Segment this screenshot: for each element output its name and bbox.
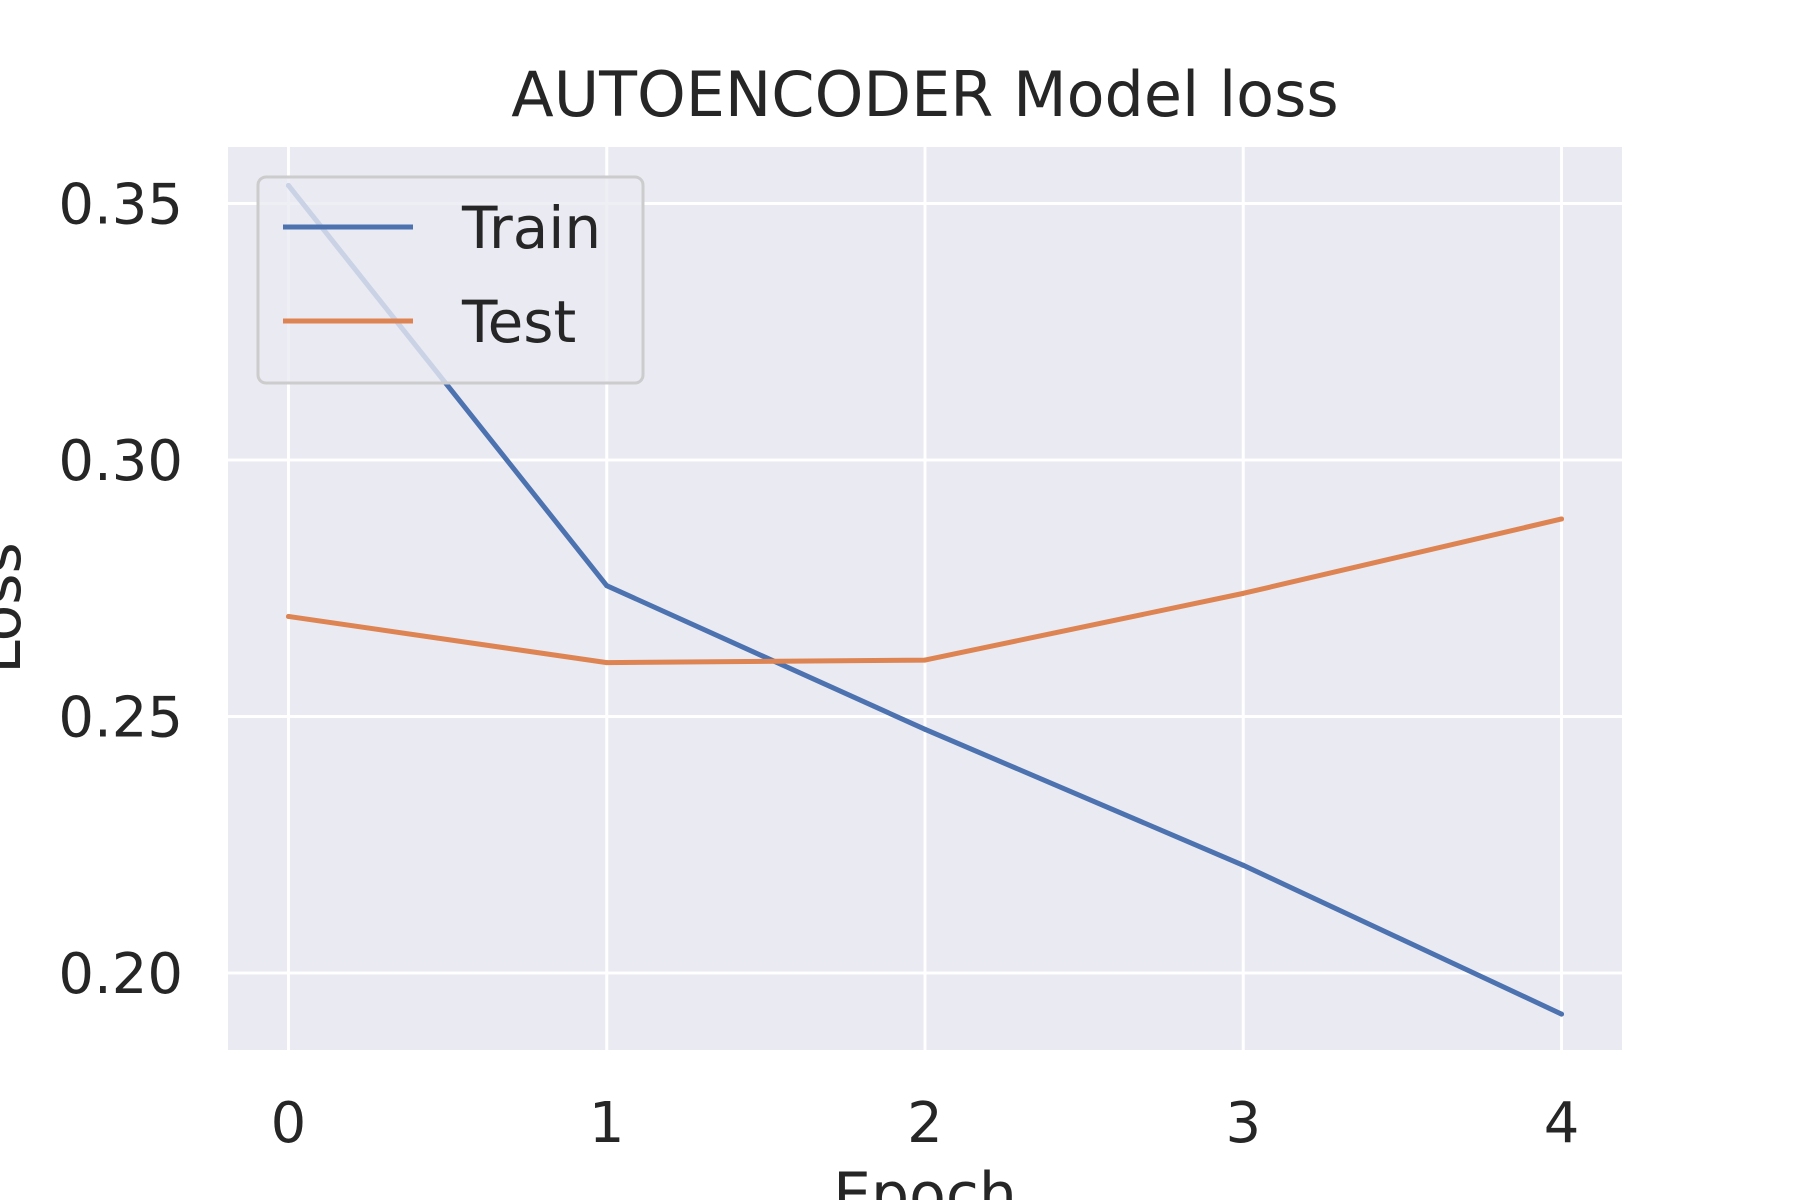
- data-point-test: [604, 660, 610, 666]
- data-point-test: [1559, 516, 1565, 522]
- legend: Train Test: [256, 175, 645, 385]
- data-point-train: [1240, 862, 1246, 868]
- data-point-train: [1559, 1011, 1565, 1017]
- data-point-test: [1240, 590, 1246, 596]
- x-tick-label: 3: [1225, 1091, 1261, 1156]
- x-tick-label: 1: [589, 1091, 625, 1156]
- x-tick-label: 2: [907, 1091, 943, 1156]
- data-point-test: [285, 613, 291, 619]
- y-axis-label: Loss: [0, 542, 35, 674]
- chart-title: AUTOENCODER Model loss: [511, 58, 1338, 131]
- legend-label-train: Train: [461, 194, 601, 262]
- y-tick-labels: 0.20 0.25 0.30 0.35: [58, 172, 183, 1007]
- data-point-train: [604, 583, 610, 589]
- data-point-train: [922, 726, 928, 732]
- x-tick-labels: 0 1 2 3 4: [271, 1091, 1580, 1156]
- y-tick-label: 0.20: [58, 942, 183, 1007]
- x-tick-label: 4: [1544, 1091, 1580, 1156]
- legend-label-test: Test: [461, 288, 576, 356]
- data-point-test: [922, 657, 928, 663]
- y-tick-label: 0.30: [58, 429, 183, 494]
- x-axis-label: Epoch: [833, 1160, 1017, 1200]
- x-tick-label: 0: [271, 1091, 307, 1156]
- y-tick-label: 0.25: [58, 686, 183, 751]
- y-tick-label: 0.35: [58, 172, 183, 237]
